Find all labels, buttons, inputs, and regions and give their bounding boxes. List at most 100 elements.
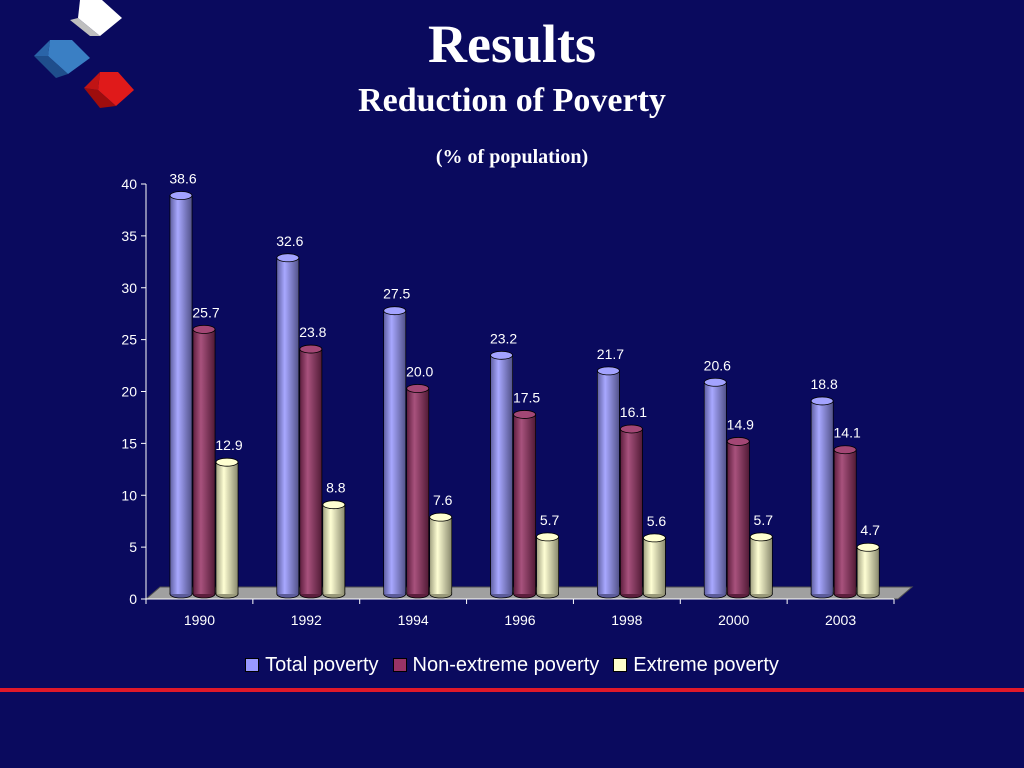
data-label: 5.7 (540, 512, 560, 528)
y-tick-label: 35 (121, 228, 137, 244)
bar-face (170, 195, 192, 594)
data-label: 23.2 (490, 330, 517, 346)
data-label: 18.8 (811, 376, 838, 392)
blue-cube-icon (48, 40, 90, 74)
x-tick-label: 2000 (718, 612, 749, 628)
bar-face (750, 536, 772, 594)
bar-face (643, 537, 666, 594)
x-tick-label: 1996 (504, 612, 535, 628)
data-label: 7.6 (433, 492, 453, 508)
bar-total-poverty (810, 396, 834, 599)
bar-top (513, 410, 536, 419)
bar-non-extreme-poverty (513, 410, 536, 599)
data-label: 25.7 (192, 304, 219, 320)
bar-non-extreme-poverty (833, 445, 857, 599)
chart-legend: Total poverty Non-extreme poverty Extreme … (0, 652, 1024, 678)
bar-extreme-poverty (215, 457, 239, 599)
data-label: 14.1 (834, 425, 861, 441)
data-label: 16.1 (620, 404, 647, 420)
bar-top (726, 437, 750, 446)
y-tick-label: 15 (121, 435, 137, 451)
legend-item: Extreme poverty (613, 652, 779, 678)
data-label: 12.9 (215, 437, 242, 453)
page-title: Results (427, 14, 596, 74)
legend-label: Extreme poverty (633, 654, 779, 676)
data-label: 8.8 (326, 480, 346, 496)
bar-non-extreme-poverty (299, 344, 323, 599)
bar-non-extreme-poverty (726, 437, 750, 599)
cube-logo (30, 0, 140, 115)
bar-top (597, 366, 620, 376)
y-tick-label: 0 (129, 591, 137, 607)
x-tick-label: 1990 (184, 612, 215, 628)
bar-top (276, 253, 300, 263)
bar-extreme-poverty (643, 533, 666, 599)
bar-total-poverty (490, 350, 513, 599)
bar-top (429, 512, 453, 522)
bar-total-poverty (276, 253, 300, 599)
x-tick-label: 2003 (825, 612, 856, 628)
bar-face (384, 310, 406, 594)
y-tick-label: 25 (121, 332, 137, 348)
legend-swatch (392, 658, 407, 672)
legend-swatch (613, 658, 628, 672)
legend-item: Non-extreme poverty (392, 652, 599, 678)
bar-face (216, 462, 238, 594)
legend-label: Total poverty (265, 654, 379, 676)
bar-top (833, 445, 857, 455)
data-label: 32.6 (276, 233, 303, 249)
data-label: 14.9 (727, 416, 754, 432)
bar-face (407, 388, 429, 594)
red-cube-icon (98, 72, 134, 106)
bar-total-poverty (383, 306, 407, 599)
bar-top (810, 396, 834, 406)
x-tick-label: 1998 (611, 612, 642, 628)
bar-top (703, 377, 727, 387)
bar-face (811, 400, 833, 594)
bar-top (406, 384, 430, 393)
bar-top (490, 350, 513, 360)
bar-face (513, 414, 536, 594)
bar-top (749, 532, 773, 542)
bar-extreme-poverty (749, 532, 773, 599)
bar-top (322, 500, 346, 510)
bar-face (857, 547, 879, 594)
bar-face (300, 349, 322, 594)
poverty-bar-chart: 0 5 10 15 20 25 30 35 40 1990 1992 1994 1996 1998 2000… (121, 171, 914, 628)
bar-face (597, 370, 620, 594)
bar-face (430, 517, 452, 594)
bar-top (215, 457, 239, 467)
bar-extreme-poverty (536, 532, 559, 599)
bar-top (169, 191, 193, 200)
y-tick-label: 10 (121, 487, 137, 503)
y-tick-label: 30 (121, 280, 137, 296)
x-tick-label: 1994 (398, 612, 429, 628)
data-label: 5.6 (647, 513, 667, 529)
data-label: 27.5 (383, 286, 410, 302)
y-tick-label: 40 (121, 176, 137, 192)
bar-face (490, 355, 513, 594)
bar-extreme-poverty (322, 500, 346, 599)
bar-face (704, 382, 726, 594)
bar-total-poverty (703, 377, 727, 599)
bar-top (192, 324, 216, 334)
legend-swatch (245, 658, 260, 672)
bar-extreme-poverty (856, 542, 880, 599)
data-label: 20.6 (704, 357, 731, 373)
accent-divider (0, 688, 1024, 692)
bar-non-extreme-poverty (620, 424, 643, 599)
bar-face (536, 536, 559, 594)
bar-face (620, 428, 643, 594)
bar-total-poverty (597, 366, 620, 599)
y-tick-label: 20 (121, 384, 137, 400)
data-label: 23.8 (299, 324, 326, 340)
bar-face (323, 504, 345, 594)
bar-total-poverty (169, 191, 193, 599)
data-label: 21.7 (597, 346, 624, 362)
y-tick-label: 5 (129, 539, 137, 555)
bar-top (536, 532, 559, 542)
unit-note: (% of population) (435, 146, 589, 168)
bar-face (727, 441, 749, 594)
bar-face (834, 449, 856, 594)
bar-face (277, 257, 299, 594)
